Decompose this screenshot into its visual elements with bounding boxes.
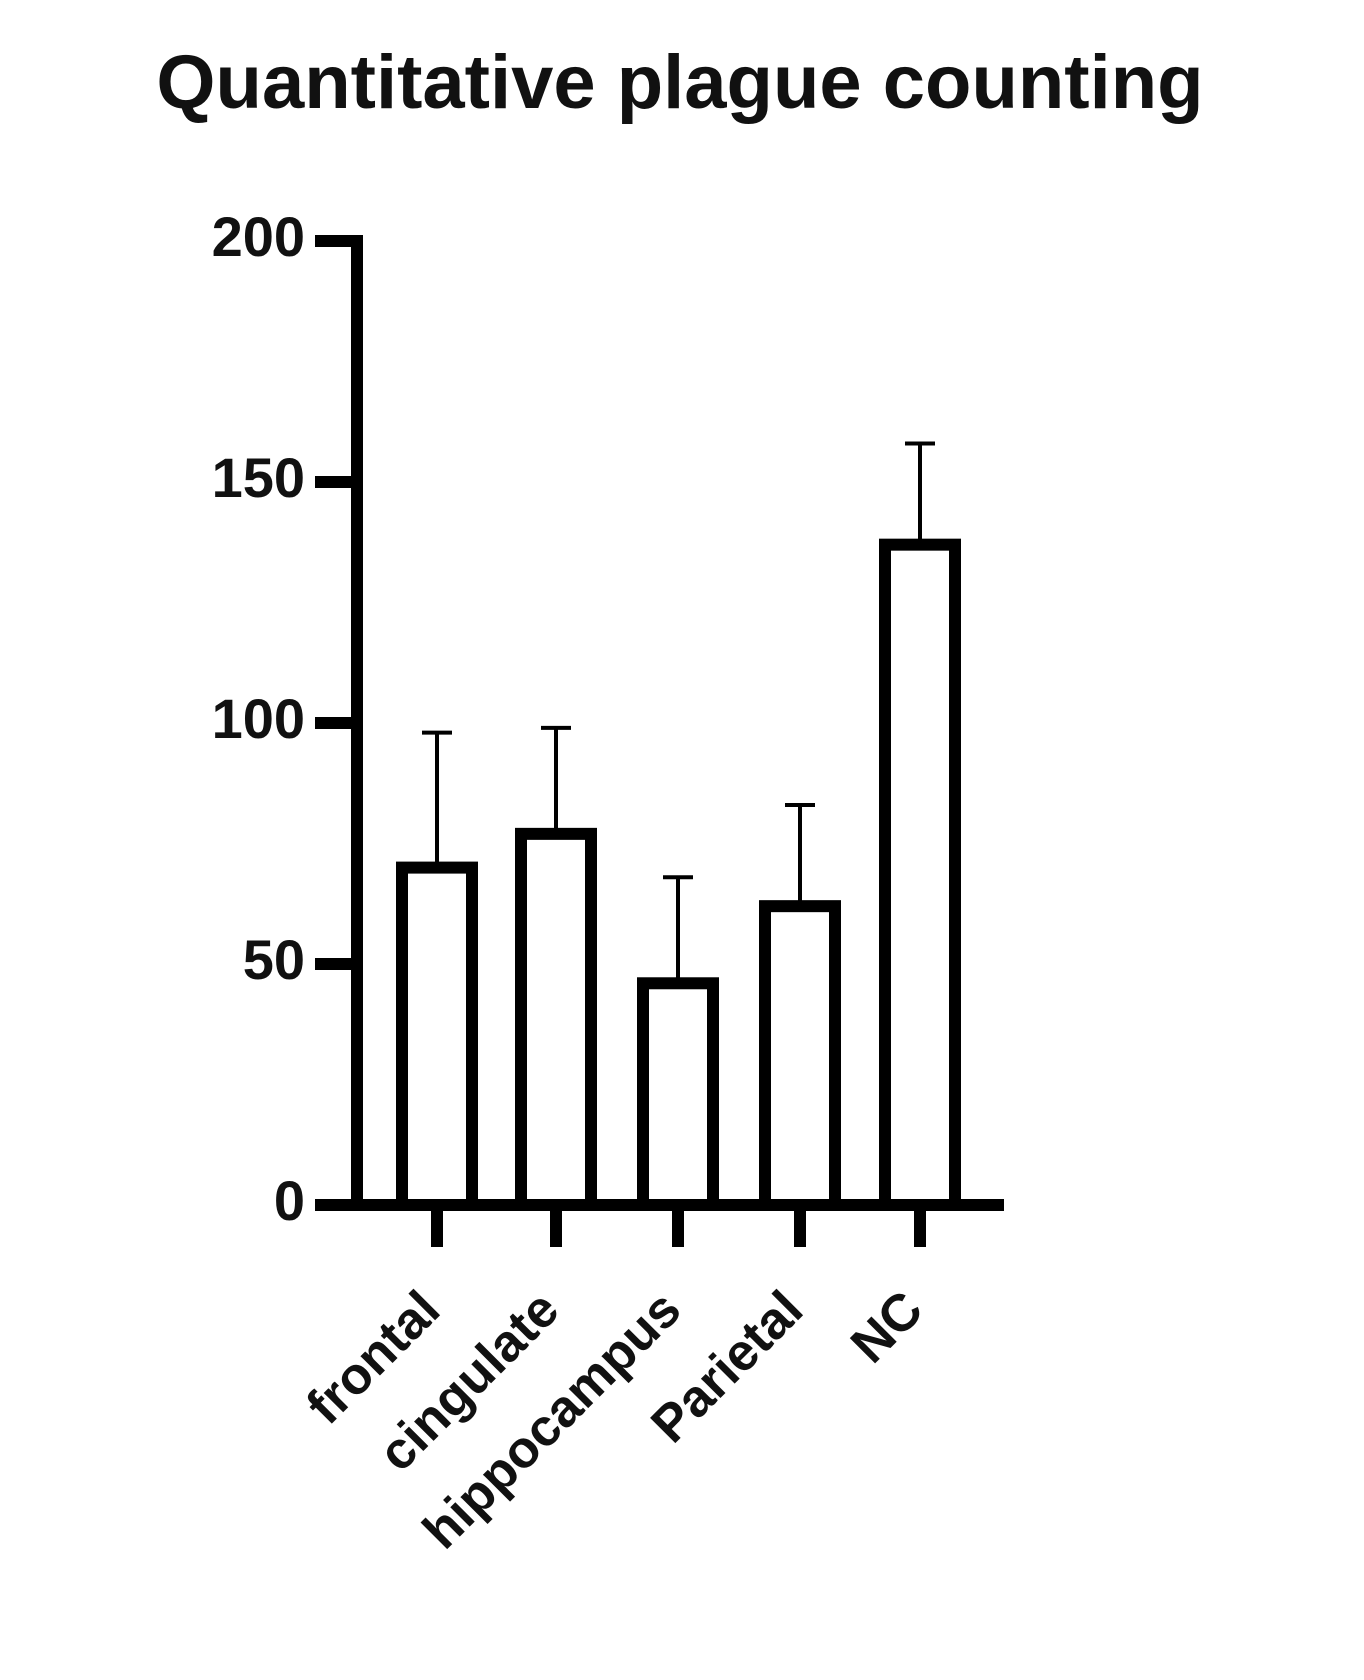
bar [759,900,841,1211]
y-tick-label: 100 [212,687,305,750]
y-tick-label: 50 [243,928,305,991]
y-tick-label: 150 [212,446,305,509]
bar [879,538,961,1211]
bar [515,827,597,1211]
chart-title: Quantitative plague counting [156,40,1203,125]
x-tick-label: NC [840,1280,934,1374]
y-tick-label: 200 [212,205,305,268]
y-tick-label: 0 [274,1169,305,1232]
bar [396,861,478,1211]
bar [637,977,719,1212]
